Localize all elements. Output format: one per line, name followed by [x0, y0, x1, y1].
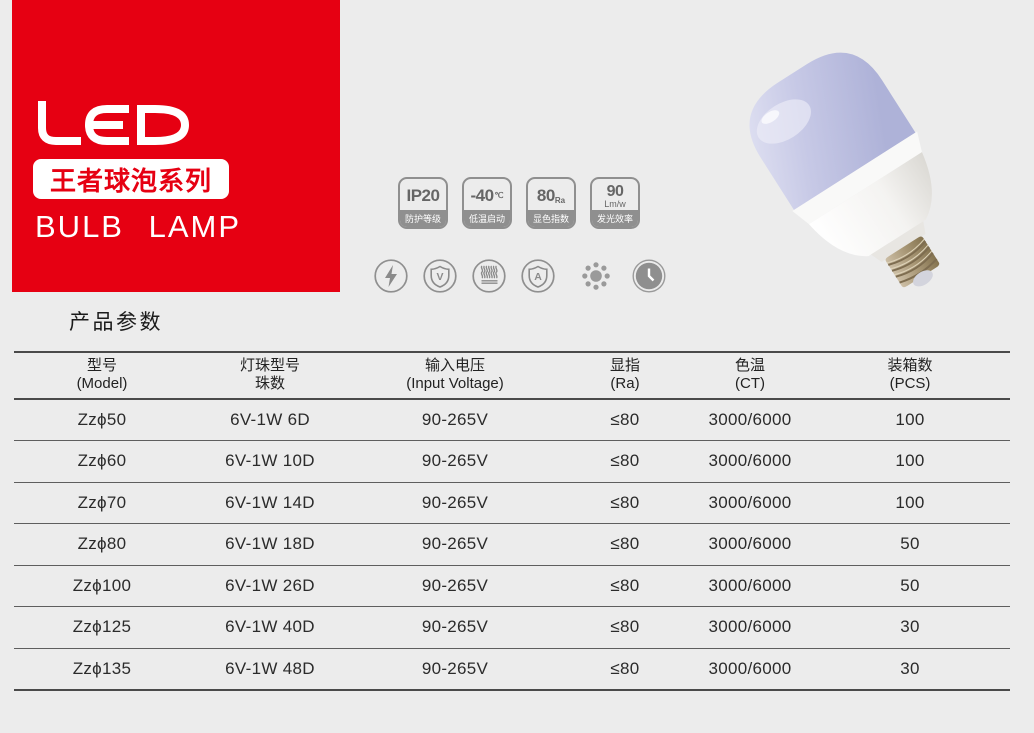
table-cell: 6V-1W 6D: [230, 410, 310, 429]
table-cell: Zzϕ100: [72, 575, 132, 595]
column-header: 型号 (Model): [76, 357, 128, 392]
table-cell: 90-265V: [421, 534, 489, 554]
spec-badges: IP20 防护等级 -40 ℃ 低温启动 80 Ra 显色指数 90 Lm/w 发光效…: [398, 177, 640, 229]
table-cell: 50: [900, 575, 920, 595]
table-cell: 30: [900, 658, 920, 678]
table-cell: 6V-1W 48D: [225, 658, 315, 678]
bulb-photo: [749, 52, 940, 288]
table-row: Zzϕ80 6V-1W 18D 90-265V ≤80 3000/6000 50: [14, 524, 1010, 565]
column-header: 装箱数 (PCS): [887, 357, 933, 392]
shield-letter: A: [534, 271, 542, 283]
badge-label: 显色指数: [528, 210, 574, 227]
table-cell: 6V-1W 14D: [225, 492, 315, 512]
table-cell: ≤80: [610, 575, 640, 595]
table-cell: 100: [895, 451, 925, 471]
section-title: 产品参数: [69, 311, 163, 334]
badge-cri: 80 Ra 显色指数: [526, 177, 576, 229]
badge-unit: ℃: [494, 191, 504, 200]
table-cell: ≤80: [610, 451, 640, 471]
table-cell: 3000/6000: [708, 575, 792, 595]
badge-efficacy: 90 Lm/w 发光效率: [590, 177, 640, 229]
table-cell: 6V-1W 40D: [225, 617, 315, 637]
series-label: 王者球泡系列: [49, 165, 212, 196]
table-cell: 6V-1W 18D: [225, 534, 315, 554]
badge-label: 低温启动: [464, 210, 510, 227]
bulb-body: [808, 152, 932, 257]
table-body: Zzϕ50 6V-1W 6D 90-265V ≤80 3000/6000 100 Zzϕ60…: [14, 399, 1010, 690]
badge-value: 80: [536, 185, 555, 205]
table-cell: 3000/6000: [708, 658, 792, 678]
table-cell: 90-265V: [421, 658, 489, 678]
shield-v-icon: V: [423, 259, 457, 293]
badge-label: 发光效率: [592, 210, 638, 227]
heat-dissipation-icon: [472, 259, 506, 293]
table-cell: 3000/6000: [708, 410, 792, 429]
table-cell: 6V-1W 10D: [225, 451, 315, 471]
badge-unit: Lm/w: [604, 199, 626, 209]
table-cell: 90-265V: [421, 575, 489, 595]
table-cell: 30: [900, 617, 920, 637]
header-row: 型号 (Model) 灯珠型号 珠数 输入电压 (Input Voltage) 显指 (Ra)…: [14, 352, 1010, 399]
table-cell: 3000/6000: [708, 617, 792, 637]
badge-label: 防护等级: [400, 210, 446, 227]
table-cell: 90-265V: [421, 451, 489, 471]
table-cell: 100: [895, 492, 925, 512]
lightning-icon: [374, 259, 408, 293]
table-cell: ≤80: [610, 658, 640, 678]
column-header: 色温 (CT): [734, 357, 765, 392]
table-cell: 90-265V: [421, 492, 489, 512]
table-cell: 90-265V: [421, 617, 489, 637]
badge-unit: Ra: [554, 196, 566, 205]
table-cell: 3000/6000: [708, 534, 792, 554]
table-cell: ≤80: [610, 534, 640, 554]
table-cell: Zzϕ125: [72, 617, 132, 637]
badge-value: 90: [606, 183, 624, 200]
table-cell: Zzϕ80: [77, 534, 127, 554]
bulb-dome: [749, 52, 916, 210]
table-cell: Zzϕ70: [77, 492, 127, 512]
spec-table: 型号 (Model) 灯珠型号 珠数 输入电压 (Input Voltage) 显指 (Ra)…: [14, 351, 1010, 691]
column-header: 显指 (Ra): [609, 357, 640, 392]
badge-low-temp: -40 ℃ 低温启动: [462, 177, 512, 229]
led-beads-icon: [582, 262, 610, 290]
table-cell: 90-265V: [421, 410, 489, 429]
shield-a-icon: A: [521, 259, 555, 293]
clock-icon: [632, 259, 666, 293]
table-cell: 100: [895, 410, 925, 429]
brand-block: 王者球泡系列 BULB LAMP: [12, 0, 340, 292]
series-badge: 王者球泡系列: [33, 159, 229, 199]
column-header: 灯珠型号 珠数: [239, 357, 300, 392]
table-cell: Zzϕ50: [77, 410, 127, 429]
table-row: Zzϕ125 6V-1W 40D 90-265V ≤80 3000/6000 30: [14, 607, 1010, 648]
table-cell: ≤80: [610, 410, 640, 429]
product-name: BULB LAMP: [35, 209, 242, 244]
table-cell: 3000/6000: [708, 451, 792, 471]
table-cell: ≤80: [610, 492, 640, 512]
table-cell: Zzϕ60: [77, 451, 127, 471]
column-header: 输入电压 (Input Voltage): [406, 357, 504, 392]
table-row: Zzϕ60 6V-1W 10D 90-265V ≤80 3000/6000 100: [14, 441, 1010, 482]
bulb-ring: [792, 131, 922, 225]
table-row: Zzϕ70 6V-1W 14D 90-265V ≤80 3000/6000 100: [14, 482, 1010, 524]
badge-ip-rating: IP20 防护等级: [398, 177, 448, 229]
table-row: Zzϕ100 6V-1W 26D 90-265V ≤80 3000/6000 50: [14, 565, 1010, 607]
table-cell: 50: [900, 534, 920, 554]
badge-value: IP20: [406, 185, 440, 205]
table-row: Zzϕ50 6V-1W 6D 90-265V ≤80 3000/6000 100: [14, 399, 1010, 441]
shield-letter: V: [436, 271, 443, 283]
bulb-contact-tip: [913, 270, 933, 287]
table-cell: 3000/6000: [708, 492, 792, 512]
badge-value: -40: [470, 185, 494, 205]
table-cell: 6V-1W 26D: [225, 575, 315, 595]
table-row: Zzϕ135 6V-1W 48D 90-265V ≤80 3000/6000 30: [14, 648, 1010, 690]
table-cell: Zzϕ135: [72, 658, 132, 678]
feature-icons: V A: [374, 259, 666, 293]
table-cell: ≤80: [610, 617, 640, 637]
led-logo: [38, 101, 190, 145]
